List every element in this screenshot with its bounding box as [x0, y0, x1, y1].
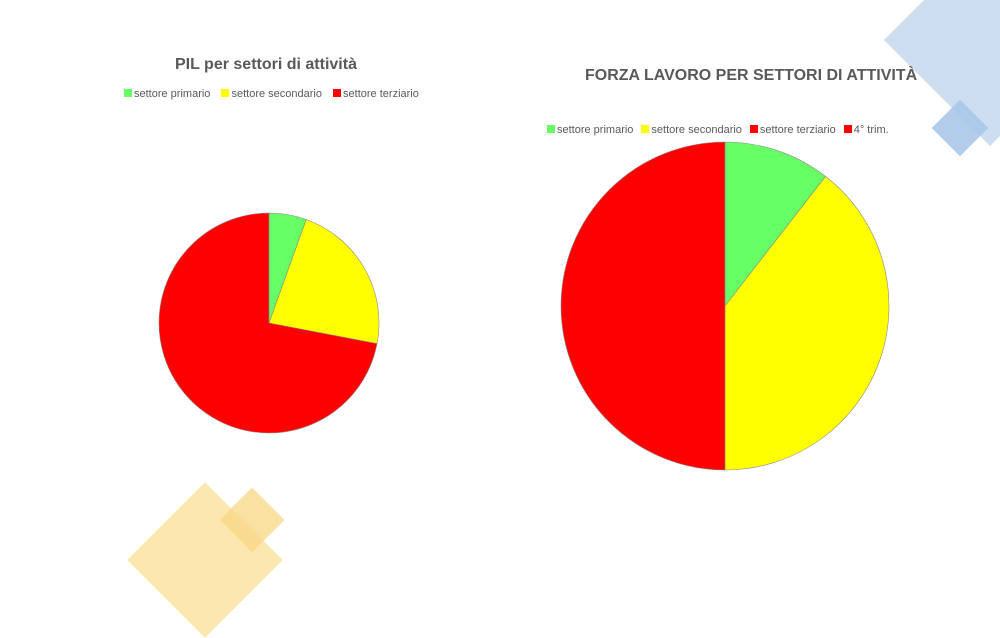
pie-slice-settore-terziario: [158, 212, 378, 434]
legend-item: settore primario: [547, 123, 633, 138]
pie-slice-settore-primario: [724, 141, 826, 307]
legend-label: settore secondario: [651, 124, 742, 136]
legend-item: settore terziario: [749, 123, 836, 138]
pie-chart: [158, 212, 380, 434]
pie-chart: [560, 141, 890, 471]
legend-item: settore terziario: [333, 88, 419, 100]
legend-label: settore primario: [134, 88, 211, 100]
pie-slice-settore-secondario: [268, 219, 380, 344]
chart-title: FORZA LAVORO PER SETTORI DI ATTIVITÀ: [585, 67, 918, 84]
pie-slice-settore-terziario: [560, 141, 726, 471]
legend-swatch: [547, 125, 555, 133]
legend-label: settore secondario: [231, 88, 322, 100]
chart-legend: settore primario settore secondario sett…: [124, 88, 454, 100]
legend-swatch: [843, 125, 852, 133]
legend-label: 4° trim.: [853, 124, 889, 136]
legend-swatch: [124, 89, 132, 97]
chart-legend: settore primario settore secondario settor…: [537, 123, 897, 138]
legend-swatch: [749, 125, 758, 133]
legend-item: settore primario: [124, 88, 210, 100]
pie-slice-settore-secondario: [724, 175, 890, 471]
legend-item: settore secondario: [641, 123, 742, 138]
legend-swatch: [641, 125, 650, 133]
legend-label: settore terziario: [759, 124, 836, 136]
chart-title: PIL per settori di attività: [175, 56, 357, 73]
legend-label: settore primario: [557, 124, 634, 136]
legend-label: settore terziario: [343, 88, 419, 100]
legend-swatch: [333, 89, 342, 97]
legend-item: 4° trim.: [843, 123, 889, 138]
legend-item: settore secondario: [221, 88, 322, 100]
legend-swatch: [221, 89, 230, 97]
